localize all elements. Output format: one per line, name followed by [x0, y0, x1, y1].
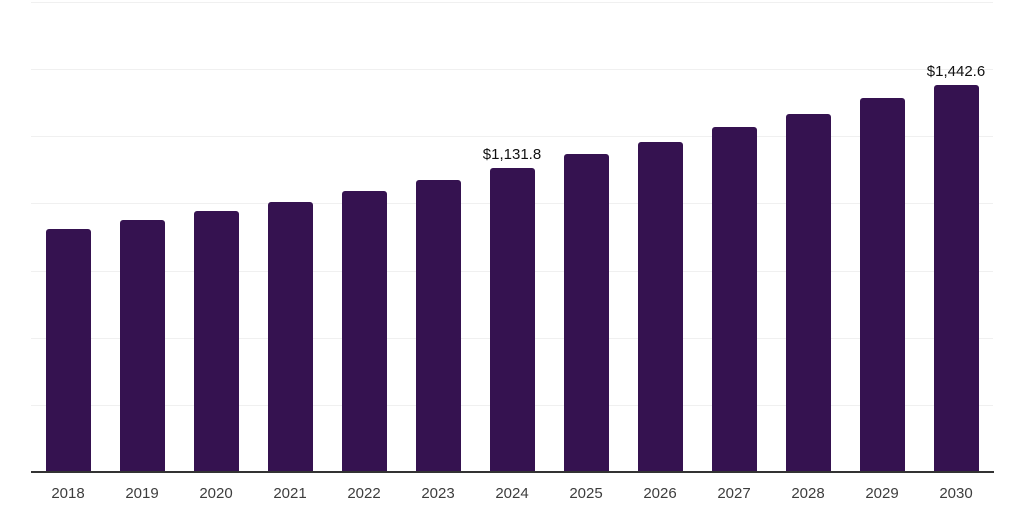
x-tick-2024: 2024 — [495, 485, 529, 502]
bar-slot-2024: $1,131.8 — [475, 2, 549, 472]
bar-2023 — [415, 179, 461, 472]
gridline-1250 — [31, 136, 993, 138]
bar-slot-2019 — [105, 2, 179, 472]
x-tick-2030: 2030 — [939, 485, 973, 502]
x-tick-2026: 2026 — [643, 485, 677, 502]
bar-slot-2027 — [697, 2, 771, 472]
bar-2022 — [341, 190, 387, 472]
bar-2025 — [563, 154, 609, 472]
bar-slot-2028 — [771, 2, 845, 472]
bar-2029 — [859, 98, 905, 472]
bar-slot-2023 — [401, 2, 475, 472]
bar-2020 — [193, 210, 239, 472]
x-tick-2021: 2021 — [273, 485, 307, 502]
bar-slot-2022 — [327, 2, 401, 472]
bar-slot-2030: $1,442.6 — [919, 2, 993, 472]
x-tick-2029: 2029 — [865, 485, 899, 502]
bar-2024 — [489, 168, 535, 472]
bar-2021 — [267, 202, 313, 472]
value-label-2024: $1,131.8 — [482, 146, 542, 164]
bar-2028 — [785, 113, 831, 472]
x-tick-2025: 2025 — [569, 485, 603, 502]
bar-slot-2018 — [31, 2, 105, 472]
x-tick-2019: 2019 — [125, 485, 159, 502]
bar-2027 — [711, 127, 757, 472]
x-tick-2022: 2022 — [347, 485, 381, 502]
gridline-1750 — [31, 2, 993, 3]
bar-2030 — [933, 84, 979, 472]
x-tick-2023: 2023 — [421, 485, 455, 502]
bar-slot-2020 — [179, 2, 253, 472]
bar-2019 — [119, 219, 165, 472]
x-tick-2020: 2020 — [199, 485, 233, 502]
value-label-2030: $1,442.6 — [926, 62, 986, 80]
x-tick-2018: 2018 — [51, 485, 85, 502]
bar-2026 — [637, 142, 683, 472]
x-axis-line — [31, 471, 994, 473]
bar-slot-2025 — [549, 2, 623, 472]
bar-slot-2029 — [845, 2, 919, 472]
x-tick-2028: 2028 — [791, 485, 825, 502]
bar-2018 — [45, 228, 91, 472]
bar-slot-2026 — [623, 2, 697, 472]
bars-container: $1,131.8 $1,442.6 — [31, 2, 993, 472]
bar-slot-2021 — [253, 2, 327, 472]
x-tick-2027: 2027 — [717, 485, 751, 502]
gridline-1500 — [31, 69, 993, 71]
plot-area: $1,131.8 $1,442.6 — [31, 2, 993, 472]
x-axis-ticks: 2018 2019 2020 2021 2022 2023 2024 2025 2026 2027… — [31, 485, 993, 502]
